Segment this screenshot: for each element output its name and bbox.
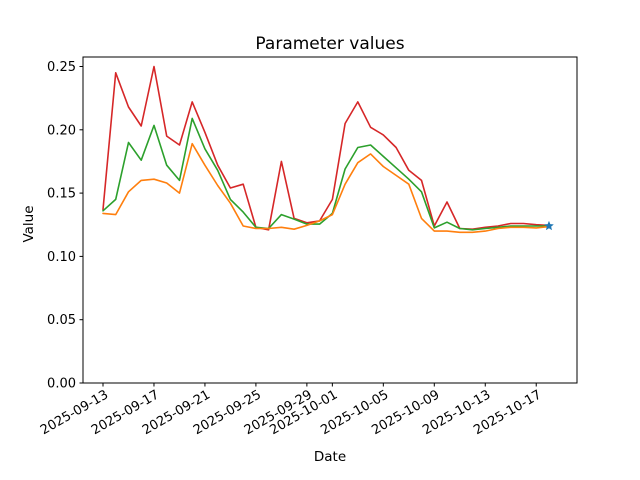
- chart-title: Parameter values: [255, 34, 404, 54]
- x-axis-ticks: 2025-09-132025-09-172025-09-212025-09-25…: [38, 383, 544, 438]
- last-point-marker: [543, 220, 554, 231]
- y-tick-label: 0.20: [47, 123, 76, 138]
- series-lines: [102, 65, 550, 234]
- y-axis-label: Value: [21, 205, 37, 242]
- y-tick-label: 0.05: [47, 313, 76, 328]
- series-line-red: [102, 65, 550, 231]
- y-axis-ticks: 0.00 0.05 0.10 0.15 0.20 0.25: [47, 60, 83, 392]
- y-tick-label: 0.15: [47, 187, 76, 202]
- series-line-orange: [102, 142, 550, 234]
- end-marker-star-icon: [543, 220, 554, 231]
- y-tick-label: 0.25: [47, 60, 76, 75]
- plot-area: [82, 56, 578, 384]
- x-axis-label: Date: [314, 449, 346, 465]
- y-tick-label: 0.10: [47, 250, 76, 265]
- y-tick-label: 0.00: [47, 377, 76, 392]
- series-line-green: [102, 117, 550, 231]
